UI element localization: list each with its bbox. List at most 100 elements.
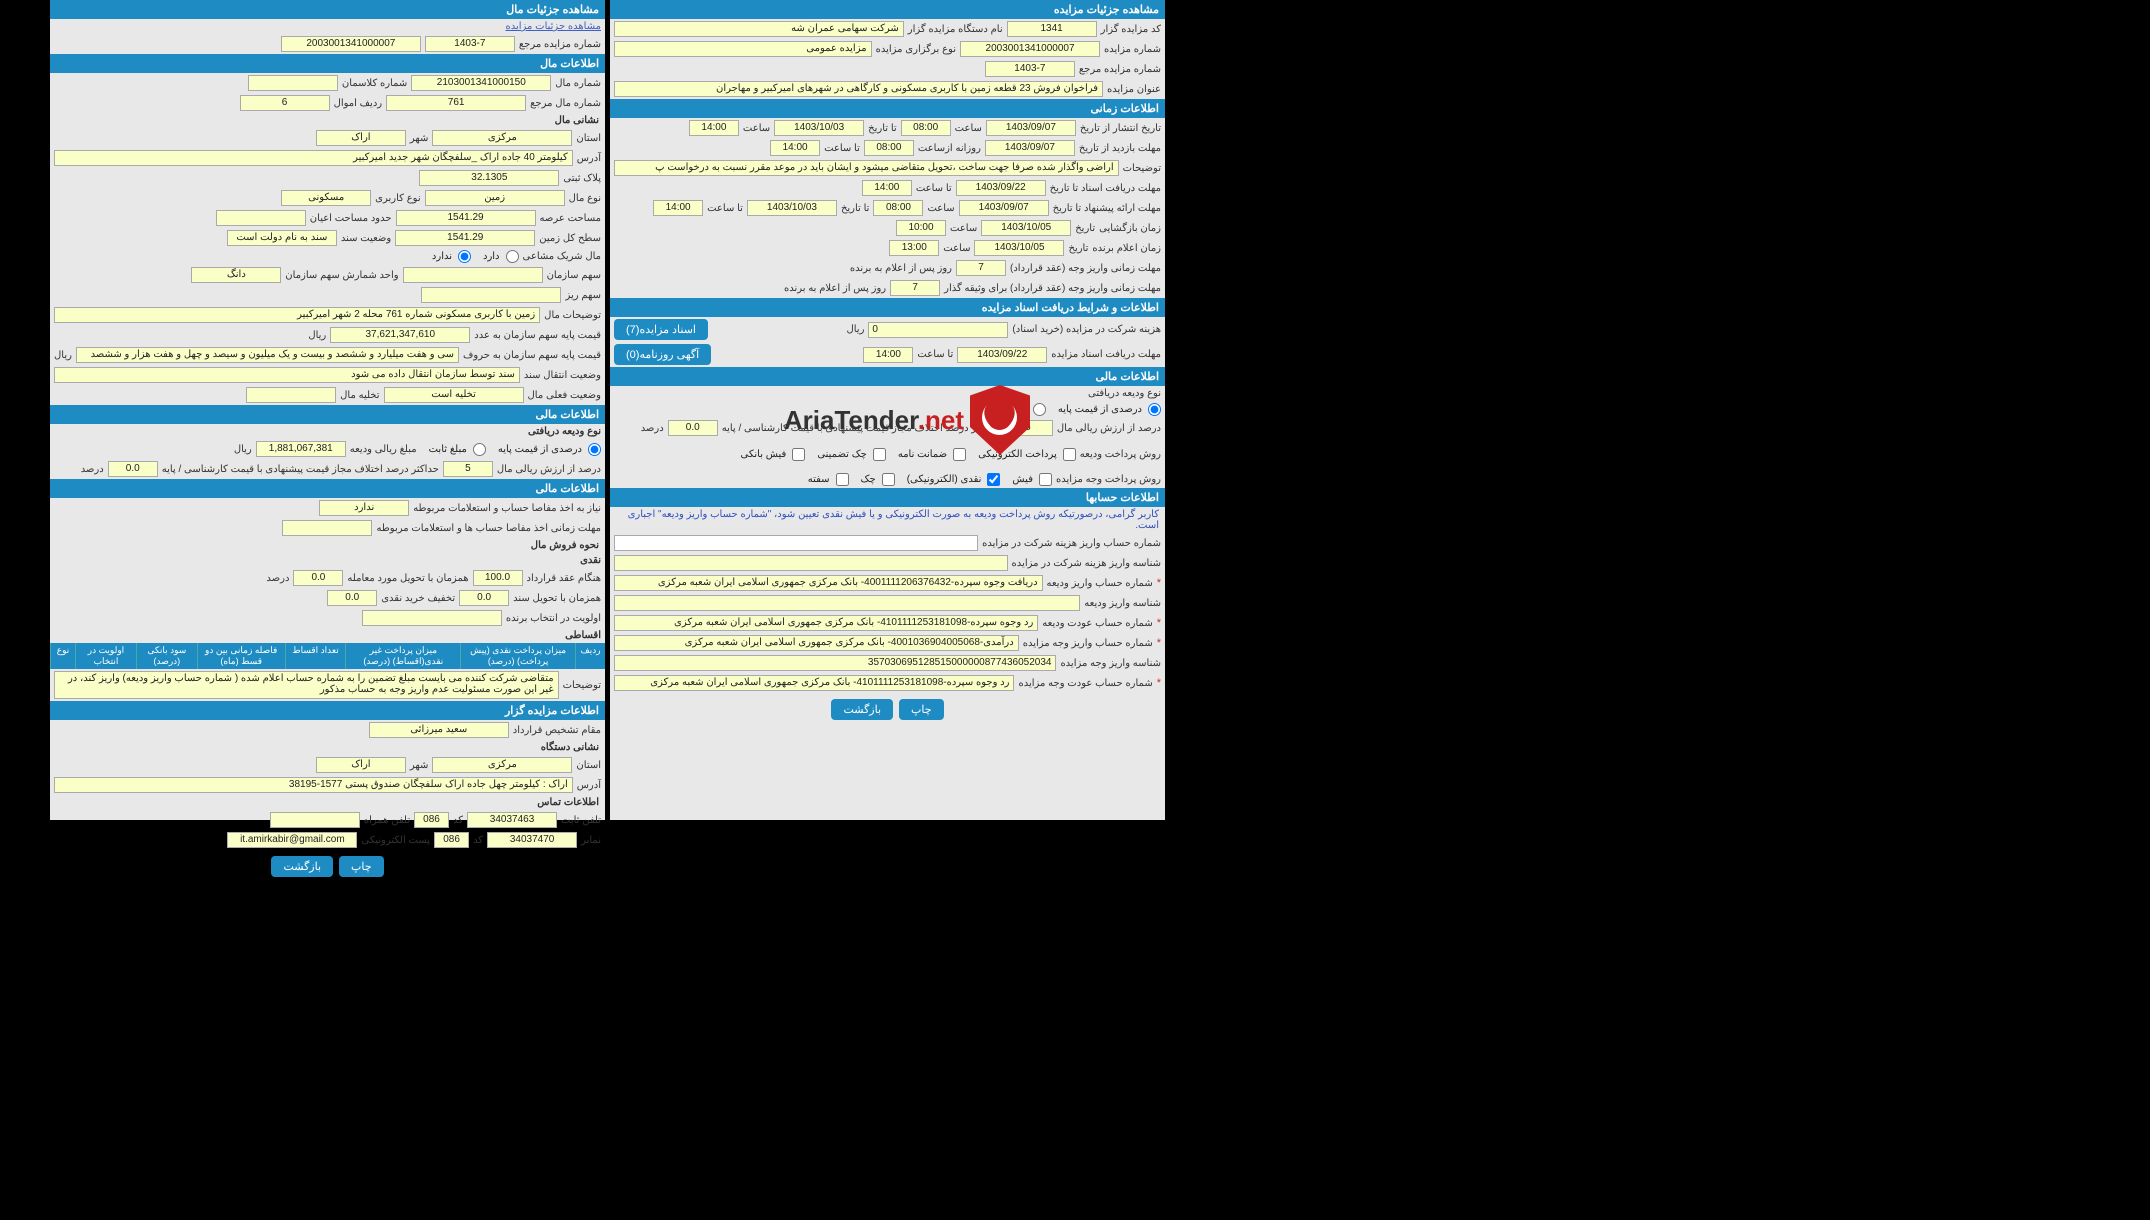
fld-a4 xyxy=(614,595,1080,611)
lbl-d1: هزینه شرکت در مزایده (خرید اسناد) xyxy=(1012,324,1161,335)
radio-lpercent[interactable] xyxy=(588,443,601,456)
fld-t4sv: 14:00 xyxy=(862,180,912,196)
fld-a3: دریافت وجوه سپرده-4001111206376432- بانک… xyxy=(614,575,1043,591)
fld-auction-no: 2003001341000007 xyxy=(960,41,1100,57)
fld-m1: 2103001341000150 xyxy=(411,75,551,91)
fld-g3: اراک : کیلومتر چهل جاده اراک سلفچگان صند… xyxy=(54,777,573,793)
fld-t6sv: 10:00 xyxy=(896,220,946,236)
account-note: کاربر گرامی، درصورتیکه روش پرداخت ودیعه … xyxy=(610,507,1165,533)
radio-hasnot[interactable] xyxy=(458,250,471,263)
lbl-org-name: نام دستگاه مزایده گزار xyxy=(908,24,1003,35)
lbl-la2: آدرس xyxy=(577,153,601,164)
lbl-lr1: شماره مزایده مرجع xyxy=(519,39,601,50)
chk-p-ecash[interactable] xyxy=(987,473,1000,486)
back-button-l[interactable]: بازگشت xyxy=(271,856,333,877)
fld-g2b: اراک xyxy=(316,757,406,773)
lbl-la6b: وضعیت سند xyxy=(341,233,391,244)
lbl-f3: روش پرداخت ودیعه xyxy=(1080,449,1161,460)
lbl-p1: تلفن ثابت xyxy=(561,815,601,826)
lbl-lf1c: مبلغ ریالی ودیعه xyxy=(350,444,417,455)
chk-p-safteh[interactable] xyxy=(836,473,849,486)
fld-la3: 32.1305 xyxy=(419,170,559,186)
lbl-s1b: همزمان با تحویل مورد معامله xyxy=(347,573,468,584)
lbl-t1s2: ساعت xyxy=(743,123,770,134)
fld-s2: 0.0 xyxy=(459,590,509,606)
fld-pub-d2: 1403/10/03 xyxy=(774,120,864,136)
lbl-cash: نقدی xyxy=(580,555,601,566)
fld-t3: اراضی واگذار شده صرفا جهت ساخت ،تحویل مت… xyxy=(614,160,1119,176)
lbl-la8: سهم سازمان xyxy=(547,270,601,281)
fld-la8b: دانگ xyxy=(191,267,281,283)
fld-pub-d1: 1403/09/07 xyxy=(986,120,1076,136)
lbl-auction-no: شماره مزایده xyxy=(1104,44,1161,55)
fld-d2sv: 14:00 xyxy=(863,347,913,363)
print-button-r[interactable]: چاپ xyxy=(899,699,944,720)
lbl-t9suf: روز پس از اعلام به برنده xyxy=(784,283,886,294)
fld-t5s0v: 08:00 xyxy=(873,200,923,216)
lbl-la1: استان xyxy=(576,133,601,144)
fld-m1b xyxy=(248,75,338,91)
chk-p-fish[interactable] xyxy=(1039,473,1052,486)
lbl-t7s: ساعت xyxy=(943,243,970,254)
view-auction-link[interactable]: مشاهده جزئیات مزایده xyxy=(505,21,601,32)
fld-la4b: مسکونی xyxy=(281,190,371,206)
lbl-p1b: تلفن همراه xyxy=(364,815,410,826)
lbl-la4b: نوع کاربری xyxy=(375,193,420,204)
fld-a1 xyxy=(614,535,978,551)
lbl-title: عنوان مزایده xyxy=(1107,84,1161,95)
lbl-t2s1: روزانه ازساعت xyxy=(918,143,981,154)
lbl-m2: شماره مال مرجع xyxy=(530,98,601,109)
radio-percent[interactable] xyxy=(1148,403,1161,416)
fld-a8: رد وجوه سپرده-4101111253181098- بانک مرک… xyxy=(614,675,1014,691)
lbl-p2: نمابر xyxy=(581,835,601,846)
lbl-pub-from: تاریخ انتشار از تاریخ xyxy=(1080,123,1161,134)
newspaper-button[interactable]: آگهی روزنامه(0) xyxy=(614,344,711,365)
chk-epay[interactable] xyxy=(1063,448,1076,461)
lbl-m1b: شماره کلاسمان xyxy=(342,78,407,89)
lbl-s1suf: درصد xyxy=(266,573,289,584)
star-icon-2: * xyxy=(1157,617,1161,629)
back-button-r[interactable]: بازگشت xyxy=(831,699,893,720)
radio-has[interactable] xyxy=(506,250,519,263)
lbl-la5b: حدود مساحت اعیان xyxy=(310,213,392,224)
lbl-la13: وضعیت انتقال سند xyxy=(524,370,601,381)
shield-icon xyxy=(970,385,1030,455)
fld-la13: سند توسط سازمان انتقال داده می شود xyxy=(54,367,520,383)
print-button-l[interactable]: چاپ xyxy=(339,856,384,877)
lbl-ref-no: شماره مزایده مرجع xyxy=(1079,64,1161,75)
lbl-t6: زمان بازگشایی xyxy=(1099,223,1161,234)
sec-header-time: اطلاعات زمانی xyxy=(610,99,1165,118)
fld-s2b: 0.0 xyxy=(327,590,377,606)
fld-title: فراخوان فروش 23 قطعه زمین با کاربری مسکو… xyxy=(614,81,1103,97)
sub-dep: نوع ودیعه دریافتی xyxy=(528,426,601,437)
lbl-f4o4: سفته xyxy=(808,474,830,485)
th-0: ردیف xyxy=(575,643,605,669)
fld-m2b: 6 xyxy=(240,95,330,111)
fld-la1: مرکزی xyxy=(432,130,572,146)
fld-la4: زمین xyxy=(425,190,565,206)
fld-la6: 1541.29 xyxy=(395,230,535,246)
sub-org-addr: نشانی دستگاه xyxy=(50,740,605,755)
fld-lf1c: 1,881,067,381 xyxy=(256,441,346,457)
lbl-t4: مهلت دریافت اسناد تا تاریخ xyxy=(1050,183,1161,194)
chk-p-chk[interactable] xyxy=(882,473,895,486)
fld-lr1b: 2003001341000007 xyxy=(281,36,421,52)
lbl-t5tl: تا تاریخ xyxy=(841,203,870,214)
sec-header-docs: اطلاعات و شرایط دریافت اسناد مزایده xyxy=(610,298,1165,317)
lbl-a3: شماره حساب واریز ودیعه xyxy=(1047,578,1153,589)
docs-button[interactable]: اسناد مزایده(7) xyxy=(614,319,708,340)
lbl-t5: مهلت ارائه پیشنهاد تا تاریخ xyxy=(1053,203,1161,214)
fld-lr1: 1403-7 xyxy=(425,36,515,52)
lbl-a4: شناسه واریز ودیعه xyxy=(1084,598,1161,609)
fld-p2k: 086 xyxy=(434,832,469,848)
lbl-inst: اقساطی xyxy=(565,630,601,641)
sec-header-lfin2: اطلاعات مالی xyxy=(50,479,605,498)
radio-lfixed[interactable] xyxy=(473,443,486,456)
fld-t9: 7 xyxy=(890,280,940,296)
lbl-t6dl: تاریخ xyxy=(1075,223,1095,234)
lbl-c1: نیاز به اخذ مفاصا حساب و استعلامات مربوط… xyxy=(413,503,601,514)
radio-fixed[interactable] xyxy=(1033,403,1046,416)
lbl-a8: شماره حساب عودت وجه مزایده xyxy=(1018,678,1152,689)
fld-m2: 761 xyxy=(386,95,526,111)
lbl-la7o2: ندارد xyxy=(432,251,452,262)
